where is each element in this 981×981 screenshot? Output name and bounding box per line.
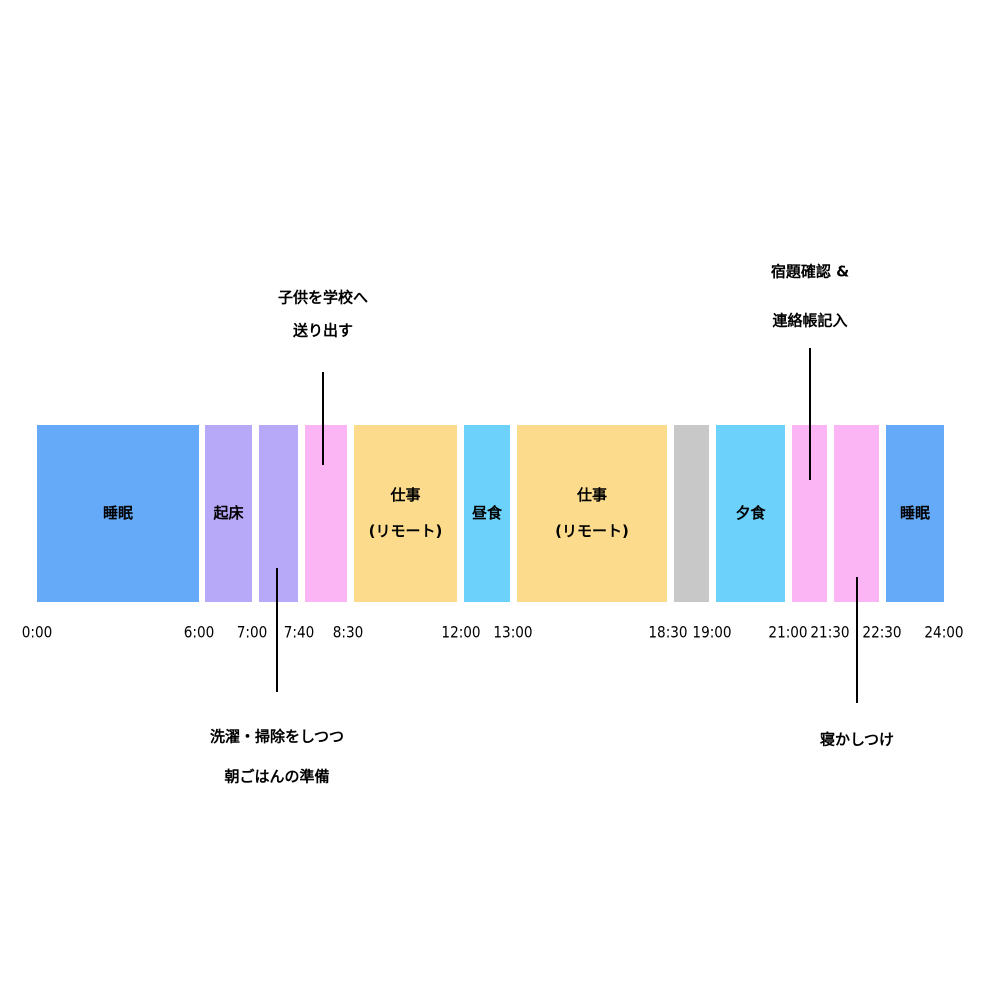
block-label: 仕事 [389, 486, 420, 504]
time-label: 21:00 [768, 623, 807, 641]
time-block [716, 425, 785, 602]
time-block [354, 425, 457, 602]
block-label: 睡眠 [103, 504, 133, 522]
time-block [674, 425, 709, 602]
time-label: 21:30 [810, 623, 849, 641]
time-label: 19:00 [692, 623, 731, 641]
time-label: 6:00 [184, 623, 215, 641]
callout-text: 朝ごはんの準備 [224, 768, 329, 786]
block-label: 仕事 [576, 486, 607, 504]
time-label: 12:00 [441, 623, 480, 641]
time-label: 18:30 [648, 623, 687, 641]
time-block [305, 425, 347, 602]
time-block [886, 425, 944, 602]
time-label: 13:00 [493, 623, 532, 641]
callout-text: 送り出す [292, 322, 353, 340]
callout-text: 子供を学校へ [278, 289, 368, 307]
time-label: 24:00 [924, 623, 963, 641]
time-block [464, 425, 510, 602]
time-label: 7:40 [284, 623, 315, 641]
time-block [205, 425, 252, 602]
callout-text: 宿題確認 & [771, 263, 849, 281]
block-label: 昼食 [472, 504, 503, 522]
block-label: 夕食 [735, 504, 766, 522]
time-block [517, 425, 667, 602]
time-label: 7:00 [237, 623, 268, 641]
block-label: 睡眠 [900, 504, 930, 522]
callout-text: 洗濯・掃除をしつつ [210, 728, 344, 746]
block-label: 起床 [212, 504, 244, 522]
time-label: 22:30 [862, 623, 901, 641]
time-label: 8:30 [333, 623, 364, 641]
block-label: (リモート) [369, 522, 443, 540]
block-label: (リモート) [555, 522, 629, 540]
time-block [834, 425, 879, 602]
time-label: 0:00 [22, 623, 53, 641]
time-block [259, 425, 298, 602]
time-block [37, 425, 199, 602]
callout-text: 寝かしつけ [820, 731, 894, 749]
callout-text: 連絡帳記入 [772, 312, 847, 330]
